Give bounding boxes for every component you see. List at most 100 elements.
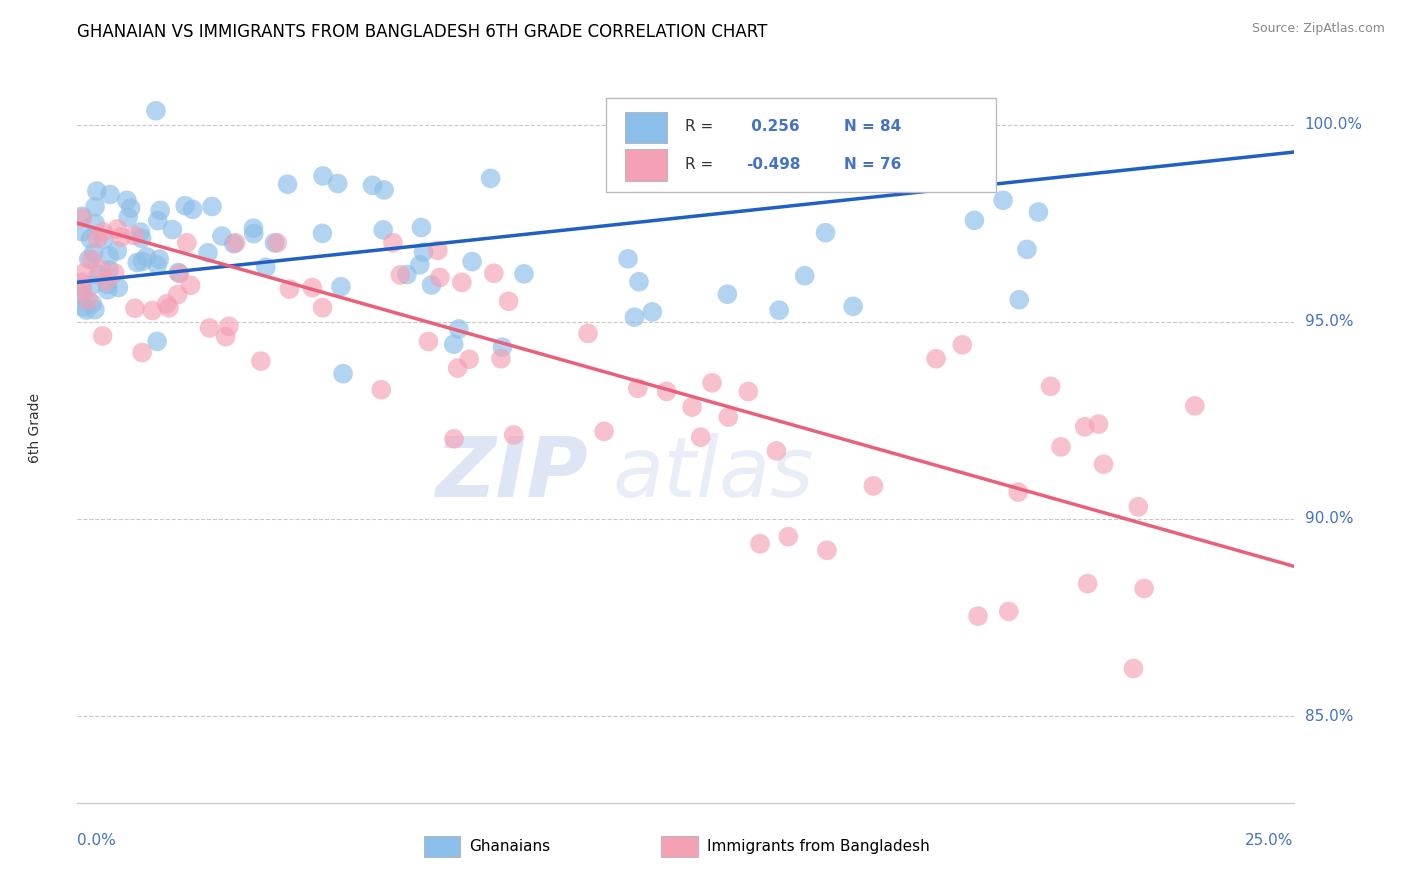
Point <box>381 235 404 250</box>
Point <box>93 232 115 246</box>
Point <box>627 275 650 289</box>
Text: atlas: atlas <box>613 433 814 514</box>
Point <box>105 244 128 258</box>
Point <box>443 337 465 351</box>
Point <box>389 268 412 282</box>
Point <box>312 169 335 183</box>
Point <box>278 282 301 296</box>
Point <box>242 227 264 241</box>
Point <box>97 283 120 297</box>
Point <box>169 267 191 281</box>
Point <box>450 276 472 290</box>
Point <box>491 340 513 354</box>
Point <box>627 381 650 395</box>
Point <box>1184 399 1206 413</box>
Point <box>141 303 163 318</box>
Point <box>84 200 107 214</box>
Text: 6th Grade: 6th Grade <box>28 393 42 463</box>
Point <box>1133 582 1156 596</box>
Bar <box>606 98 995 192</box>
Text: -0.498: -0.498 <box>747 157 801 172</box>
Text: 85.0%: 85.0% <box>1305 708 1353 723</box>
Point <box>180 278 202 293</box>
Point <box>201 199 224 213</box>
Point <box>254 260 277 275</box>
Point <box>1073 419 1095 434</box>
Point <box>1008 293 1031 307</box>
Point <box>447 361 470 376</box>
Point <box>925 351 948 366</box>
Point <box>94 274 117 288</box>
Point <box>124 301 146 316</box>
Text: 90.0%: 90.0% <box>1305 511 1353 526</box>
Point <box>1087 417 1109 431</box>
Point <box>1122 661 1144 675</box>
Text: R =: R = <box>686 157 718 172</box>
Point <box>482 266 505 280</box>
Point <box>765 443 787 458</box>
Point <box>409 258 432 272</box>
Point <box>498 294 520 309</box>
Point <box>370 383 392 397</box>
Point <box>332 367 354 381</box>
Point <box>162 222 184 236</box>
Point <box>129 225 152 239</box>
Text: R =: R = <box>686 120 718 135</box>
Point <box>149 203 172 218</box>
Point <box>82 296 104 310</box>
Point <box>458 352 481 367</box>
Point <box>967 609 990 624</box>
Point <box>70 225 93 239</box>
Point <box>72 289 94 303</box>
Point <box>70 284 93 298</box>
Point <box>361 178 384 193</box>
Point <box>96 277 118 292</box>
Point <box>83 245 105 260</box>
Point <box>211 229 233 244</box>
Point <box>197 245 219 260</box>
Point <box>145 103 167 118</box>
Point <box>225 235 247 250</box>
Bar <box>425 836 460 856</box>
Text: 95.0%: 95.0% <box>1305 314 1353 329</box>
Point <box>814 226 837 240</box>
Point <box>276 178 298 192</box>
Point <box>1128 500 1150 514</box>
Point <box>167 266 190 280</box>
Point <box>84 217 107 231</box>
Point <box>963 213 986 227</box>
Text: 0.256: 0.256 <box>747 120 800 135</box>
Point <box>737 384 759 399</box>
Bar <box>624 112 668 144</box>
Point <box>146 213 169 227</box>
Point <box>311 227 333 241</box>
Point <box>242 221 264 235</box>
Point <box>107 222 129 236</box>
Point <box>681 400 703 414</box>
Point <box>131 345 153 359</box>
Point <box>131 231 153 245</box>
Point <box>155 297 177 311</box>
Point <box>768 303 790 318</box>
Point <box>749 537 772 551</box>
Point <box>326 177 349 191</box>
Point <box>502 428 524 442</box>
Point <box>131 254 153 268</box>
Point <box>166 287 188 301</box>
Point <box>107 280 129 294</box>
Point <box>447 322 470 336</box>
Point <box>689 430 711 444</box>
Point <box>443 432 465 446</box>
Point <box>461 254 484 268</box>
Point <box>623 310 645 325</box>
Point <box>329 279 352 293</box>
Point <box>641 305 664 319</box>
Point <box>176 235 198 250</box>
Text: N = 76: N = 76 <box>844 157 901 172</box>
Point <box>122 228 145 243</box>
Point <box>91 329 114 343</box>
Point <box>146 334 169 349</box>
Point <box>146 258 169 272</box>
Point <box>174 199 197 213</box>
Point <box>73 266 96 280</box>
